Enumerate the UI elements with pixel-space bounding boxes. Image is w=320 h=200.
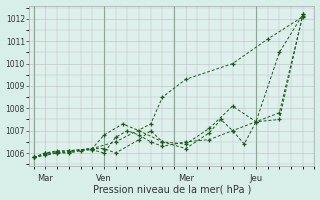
X-axis label: Pression niveau de la mer( hPa ): Pression niveau de la mer( hPa ) <box>92 184 251 194</box>
